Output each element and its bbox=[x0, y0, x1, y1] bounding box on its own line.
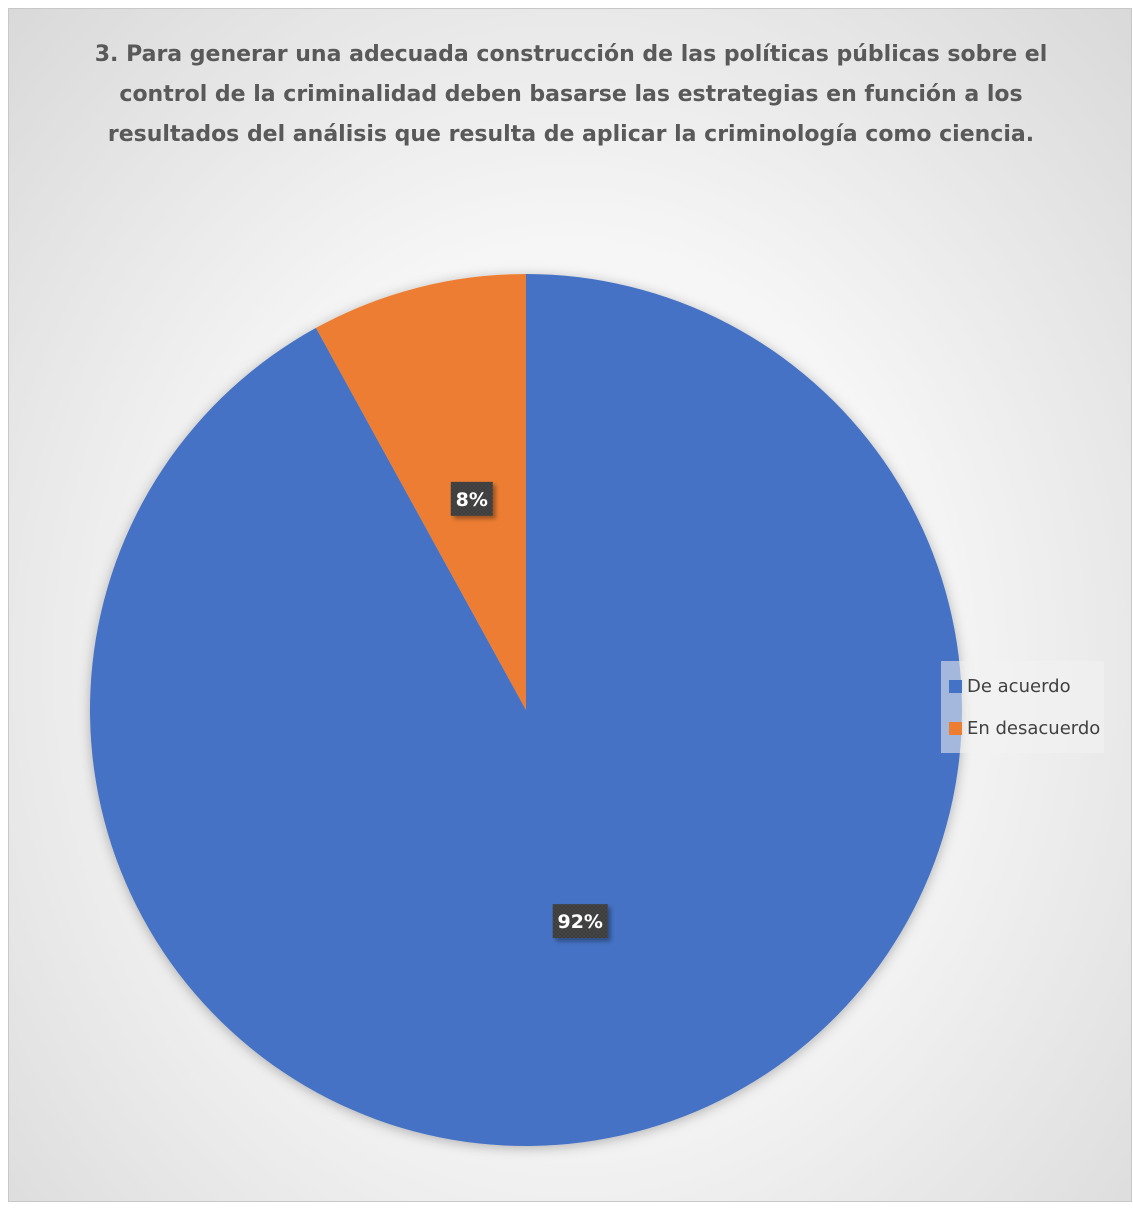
chart-area: 3. Para generar una adecuada construcció… bbox=[8, 8, 1132, 1202]
legend-item-de-acuerdo: De acuerdo bbox=[949, 665, 1100, 707]
legend-label-en-desacuerdo: En desacuerdo bbox=[967, 717, 1101, 739]
legend-item-en-desacuerdo: En desacuerdo bbox=[949, 707, 1100, 749]
data-label-box bbox=[450, 481, 493, 516]
pie-slice-en-desacuerdo bbox=[315, 274, 526, 710]
data-label-en-desacuerdo: 8% bbox=[450, 481, 493, 516]
pie-slice-de-acuerdo bbox=[89, 274, 962, 1146]
data-label-box bbox=[552, 904, 608, 939]
data-label-text: 8% bbox=[456, 489, 488, 511]
legend-swatch-en-desacuerdo bbox=[949, 721, 962, 735]
pie-plot: 92% 8% bbox=[89, 274, 962, 1146]
chart-title: 3. Para generar una adecuada construcció… bbox=[94, 42, 1048, 147]
data-label-de-acuerdo: 92% bbox=[552, 904, 608, 939]
legend: De acuerdo En desacuerdo bbox=[941, 661, 1105, 753]
legend-swatch-de-acuerdo bbox=[949, 679, 962, 693]
legend-label-de-acuerdo: De acuerdo bbox=[967, 675, 1071, 697]
data-label-text: 92% bbox=[557, 911, 602, 933]
